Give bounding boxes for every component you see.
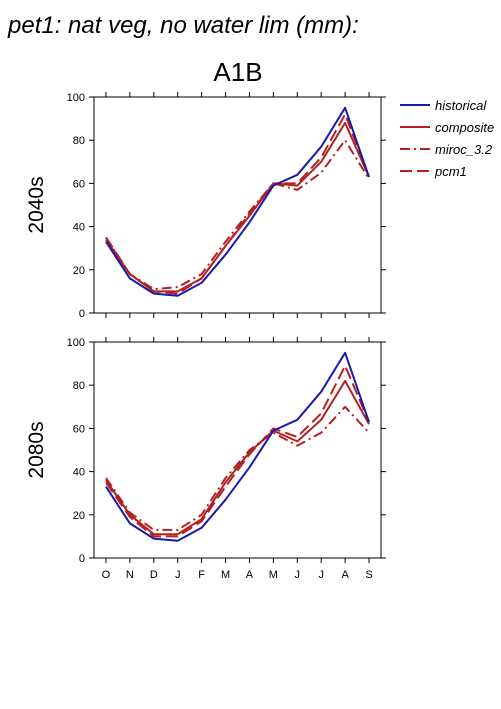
series-line-historical [105,351,370,542]
x-tick-label: J [318,569,324,581]
row-label: 2040s [25,176,48,233]
series-line-composite [105,379,370,536]
y-tick-label: 60 [73,178,85,190]
series-line-pcm1 [105,364,370,538]
scenario-title: A1B [213,57,262,87]
series-line-composite [105,121,370,293]
y-tick-label: 0 [79,553,85,565]
legend-label: historical [435,98,487,113]
x-tick-label: A [341,569,349,581]
y-tick-label: 40 [73,222,85,234]
x-tick-label: J [295,569,301,581]
y-tick-label: 80 [73,380,85,392]
row-label: 2080s [25,421,48,478]
x-tick-label: N [126,569,134,581]
series-line-miroc-3-2 [105,405,370,531]
series-line-historical [105,106,370,297]
y-tick-label: 0 [79,308,85,320]
legend-label: miroc_3.2 [435,142,493,157]
x-tick-label: D [150,569,158,581]
series-line-miroc-3-2 [105,139,370,291]
legend: historical composite miroc_3.2 pcm1 [400,98,494,179]
x-tick-label: M [269,569,278,581]
y-tick-label: 100 [67,337,85,349]
x-tick-label: J [175,569,181,581]
x-tick-label: A [246,569,254,581]
plot-frame [93,341,382,559]
y-tick-label: 40 [73,467,85,479]
y-tick-label: 20 [73,510,85,522]
y-tick-label: 60 [73,423,85,435]
legend-label: composite [435,120,494,135]
x-tick-label: F [198,569,205,581]
series-line-pcm1 [105,113,370,295]
x-tick-label: O [102,569,111,581]
figure-title: pet1: nat veg, no water lim (mm): [7,12,359,39]
panel-2080s: 0 20 40 60 80 100 O N D J F M A M J J A S 2080s [25,337,386,581]
x-tick-label: S [365,569,372,581]
x-tick-label: M [221,569,230,581]
plot-frame [93,96,382,314]
legend-label: pcm1 [434,164,467,179]
y-tick-label: 20 [73,265,85,277]
y-tick-label: 100 [67,92,85,104]
y-tick-label: 80 [73,135,85,147]
panel-2040s: 0 20 40 60 80 100 2040s [25,92,386,320]
